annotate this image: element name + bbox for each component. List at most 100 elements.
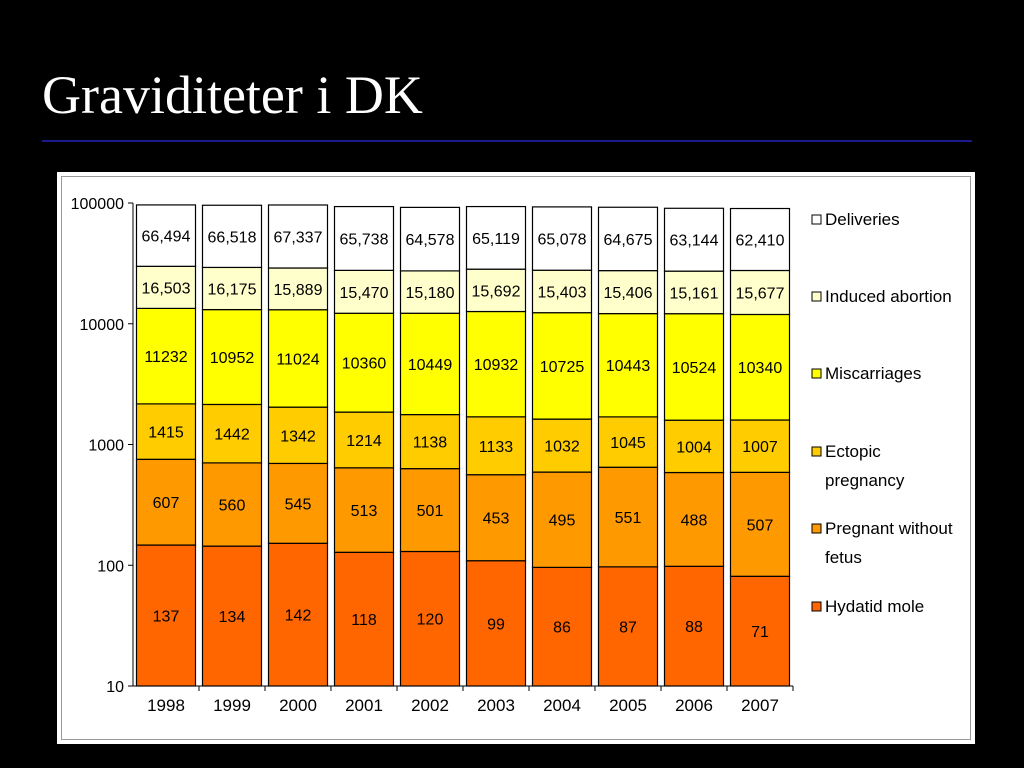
bar-segment	[267, 462, 329, 544]
data-label: 551	[615, 510, 642, 527]
bar-segment	[201, 545, 263, 687]
data-label: 11024	[276, 351, 319, 368]
x-tick-label: 2000	[279, 696, 317, 715]
data-label: 62,410	[736, 232, 785, 249]
data-label: 15,403	[538, 284, 587, 301]
bar-segment	[267, 309, 329, 408]
data-label: 86	[553, 620, 571, 637]
legend-label: fetus	[825, 548, 862, 567]
data-label: 1415	[148, 425, 184, 442]
data-label: 66,518	[208, 229, 257, 246]
data-label: 453	[483, 511, 510, 528]
bar-segment	[333, 411, 395, 469]
data-label: 1045	[610, 435, 646, 452]
data-label: 87	[619, 619, 637, 636]
bar-segment	[399, 312, 461, 416]
data-label: 11232	[144, 349, 187, 366]
data-label: 1138	[413, 435, 448, 452]
bar-segment	[531, 206, 593, 271]
bar-segment	[597, 206, 659, 272]
bar-segment	[399, 550, 461, 687]
data-label: 10443	[606, 358, 651, 375]
data-label: 10449	[408, 357, 453, 374]
data-label: 10725	[540, 359, 585, 376]
data-label: 545	[285, 496, 312, 513]
legend-swatch	[811, 601, 822, 612]
bar-segment	[597, 466, 659, 568]
bar-segment	[201, 403, 263, 464]
data-label: 15,406	[604, 285, 653, 302]
bar-segment	[729, 207, 791, 272]
bar-segment	[531, 418, 593, 473]
legend-swatch	[811, 214, 822, 225]
bar-segment	[333, 312, 395, 413]
bar-segment	[267, 204, 329, 269]
data-label: 10932	[474, 357, 519, 374]
legend-label: Hydatid mole	[825, 597, 924, 616]
y-tick-label: 100000	[71, 196, 124, 213]
data-label: 63,144	[670, 233, 719, 250]
bar-segment	[465, 310, 527, 418]
x-tick-label: 2003	[477, 696, 515, 715]
y-tick-label: 100	[97, 558, 124, 575]
bar-segment	[333, 269, 395, 314]
data-label: 10340	[738, 360, 783, 377]
bar-segment	[333, 205, 395, 271]
data-label: 65,078	[538, 232, 587, 249]
data-label: 71	[751, 624, 769, 641]
x-tick-label: 2001	[345, 696, 383, 715]
stacked-bar-chart: 10 100 1000 10000 100000 137 607 1415 11232 16,50…	[71, 196, 953, 715]
y-tick-label: 1000	[88, 438, 124, 455]
data-label: 65,738	[340, 231, 389, 248]
bar-segment	[663, 313, 725, 421]
bar-segment	[399, 468, 461, 553]
data-label: 65,119	[472, 231, 520, 248]
data-label: 64,578	[406, 232, 455, 249]
bar-segment	[597, 416, 659, 468]
bar-segment	[663, 207, 725, 272]
bar-segment	[597, 566, 659, 687]
bar-segment	[201, 462, 263, 547]
bar-segment	[267, 542, 329, 687]
data-label: 15,470	[340, 285, 389, 302]
bar-segment	[201, 266, 263, 311]
chart-panel: 10 100 1000 10000 100000 137 607 1415 11232 16,50…	[57, 172, 975, 744]
x-tick-label: 1999	[213, 696, 251, 715]
bar-segment	[663, 270, 725, 315]
data-label: 10952	[210, 350, 255, 367]
data-label: 15,692	[472, 283, 521, 300]
data-label: 507	[747, 517, 774, 534]
bar-segment	[531, 312, 593, 420]
bar-segment	[729, 419, 791, 473]
bar-segment	[729, 269, 791, 316]
legend-label: Ectopic	[825, 442, 881, 461]
data-label: 66,494	[142, 229, 191, 246]
bar-segment	[135, 265, 197, 309]
bar-segment	[135, 544, 197, 687]
data-label: 15,180	[406, 285, 455, 302]
x-tick-label: 2005	[609, 696, 647, 715]
bar-segment	[333, 467, 395, 553]
data-label: 1133	[479, 439, 514, 456]
bar-segment	[465, 474, 527, 562]
data-label: 120	[417, 612, 444, 629]
data-label: 560	[219, 498, 246, 515]
bar-segment	[135, 403, 197, 460]
bar-segment	[399, 413, 461, 470]
bar-segment	[135, 307, 197, 405]
title-underline	[42, 140, 972, 142]
slide-title: Graviditeter i DK	[42, 65, 423, 125]
chart-frame	[61, 176, 971, 740]
x-tick-label: 2006	[675, 696, 713, 715]
legend-label: Pregnant without	[825, 519, 953, 538]
x-tick-label: 1998	[147, 696, 185, 715]
bar-segment	[729, 313, 791, 421]
bar-segment	[531, 471, 593, 568]
bar-segment	[267, 406, 329, 465]
bar-segment	[729, 471, 791, 577]
bar-segment	[729, 575, 791, 687]
data-label: 67,337	[274, 229, 323, 246]
data-label: 1442	[214, 427, 250, 444]
legend-swatch	[811, 523, 822, 534]
bar-segment	[531, 269, 593, 314]
